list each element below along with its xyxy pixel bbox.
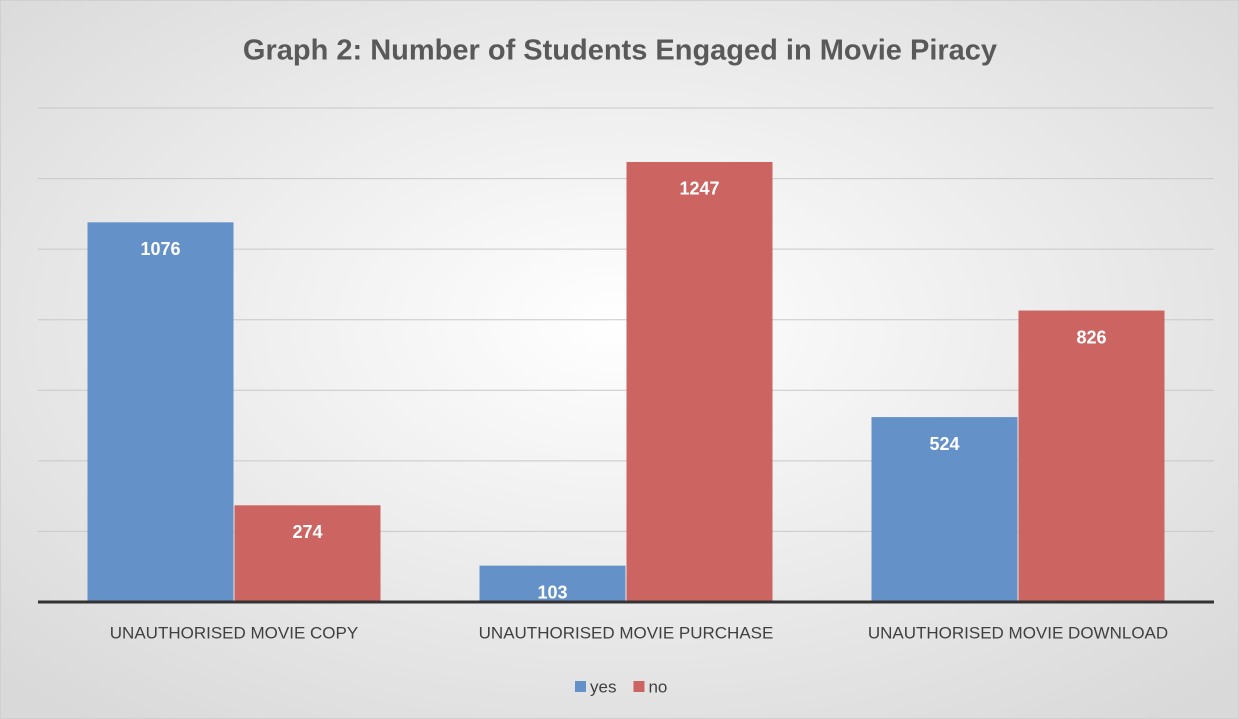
bar: [479, 565, 626, 602]
bar: [626, 161, 773, 603]
legend-label: no: [648, 677, 667, 696]
data-label: 103: [537, 582, 567, 602]
data-label: 1247: [679, 179, 719, 199]
data-label: 826: [1076, 327, 1106, 347]
legend-swatch: [633, 681, 645, 692]
data-label: 524: [929, 434, 959, 454]
chart-title: Graph 2: Number of Students Engaged in M…: [243, 35, 997, 67]
data-label: 1076: [140, 239, 180, 259]
bar: [1018, 310, 1165, 602]
bar: [871, 417, 1018, 602]
data-label: 274: [292, 522, 322, 542]
bar: [234, 505, 381, 602]
legend-label: yes: [590, 677, 616, 696]
legend-swatch: [575, 681, 586, 692]
bar: [87, 222, 234, 602]
x-tick-label: UNAUTHORISED MOVIE PURCHASE: [479, 623, 774, 642]
x-tick-label: UNAUTHORISED MOVIE DOWNLOAD: [868, 623, 1168, 642]
x-tick-label: UNAUTHORISED MOVIE COPY: [110, 623, 358, 642]
